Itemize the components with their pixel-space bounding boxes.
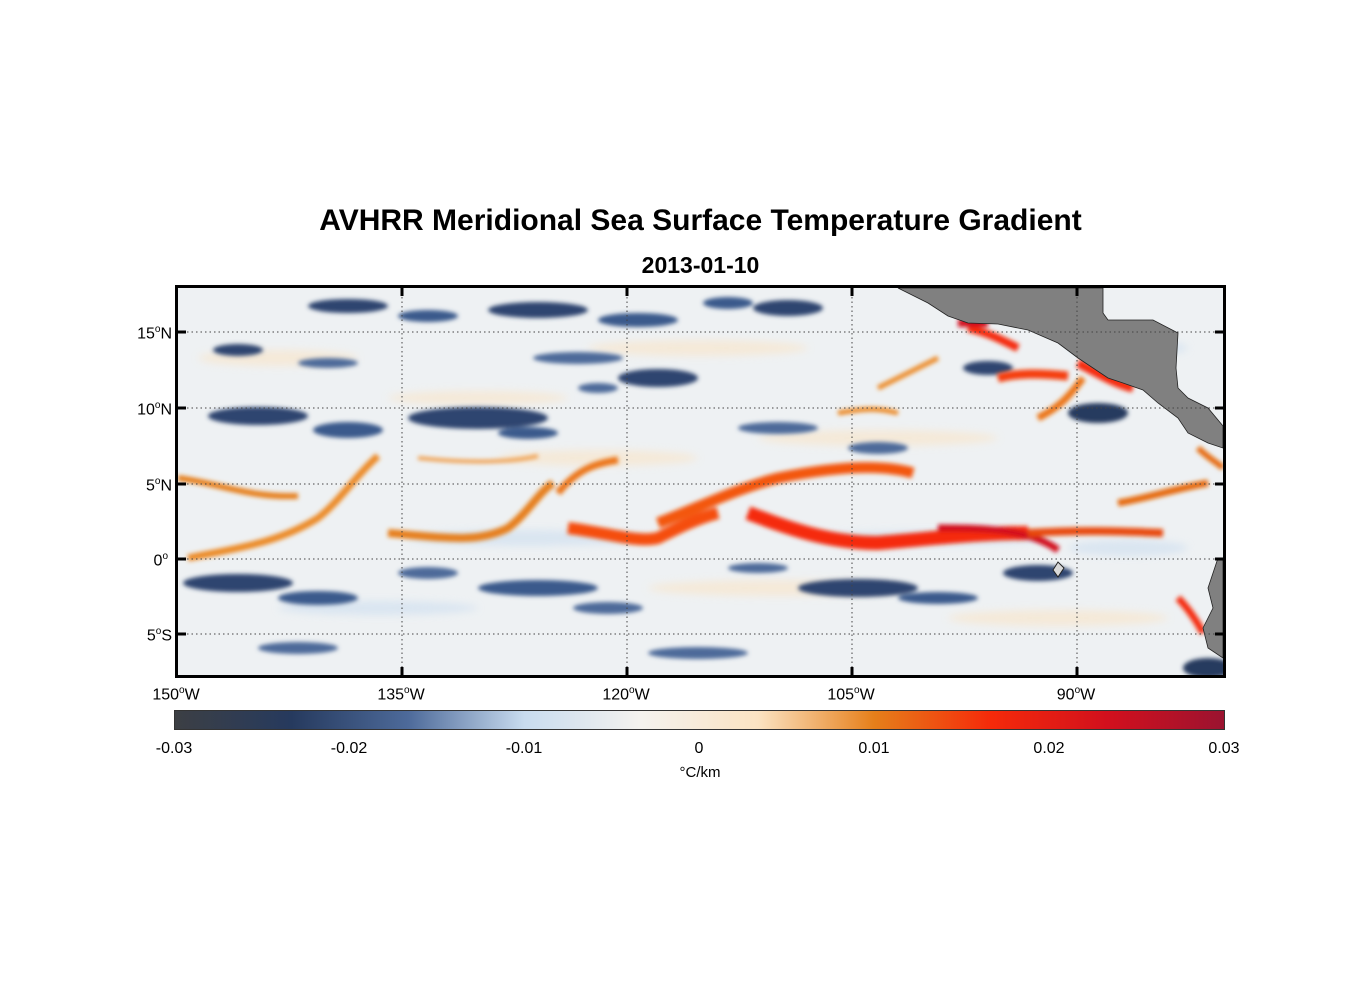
- lon-label-105w: 105oW: [827, 685, 875, 704]
- lat-label-5s: 5oS: [146, 626, 172, 645]
- colorbar: [174, 710, 1225, 730]
- colorbar-unit: °C/km: [679, 764, 721, 781]
- colorbar-tick: 0.02: [1033, 740, 1065, 757]
- frame-ticks: [178, 288, 1223, 675]
- colorbar-tick: -0.02: [330, 740, 368, 757]
- colorbar-tick: 0.03: [1208, 740, 1240, 757]
- lon-label-90w: 90oW: [1056, 685, 1096, 704]
- colorbar-tick: -0.03: [155, 740, 193, 757]
- positive-gradient-fronts: [178, 319, 1223, 635]
- map-title: AVHRR Meridional Sea Surface Temperature…: [319, 204, 1082, 237]
- map-canvas: [178, 288, 1223, 675]
- lon-label-150w: 150oW: [152, 685, 200, 704]
- lat-label-0: 0o: [153, 551, 168, 570]
- map-subtitle: 2013-01-10: [641, 252, 760, 278]
- colorbar-tick: 0.01: [858, 740, 890, 757]
- lon-label-135w: 135oW: [377, 685, 425, 704]
- graticule: [178, 288, 1223, 675]
- lat-label-5n: 5oN: [145, 476, 172, 495]
- lon-label-120w: 120oW: [602, 685, 650, 704]
- colorbar-tick: -0.01: [505, 740, 543, 757]
- lat-label-10n: 10oN: [137, 400, 172, 419]
- colorbar-tick: 0: [694, 740, 704, 757]
- lat-label-15n: 15oN: [137, 324, 172, 343]
- negative-gradient-streaks: [183, 297, 1223, 675]
- sst-gradient-map: [175, 285, 1226, 678]
